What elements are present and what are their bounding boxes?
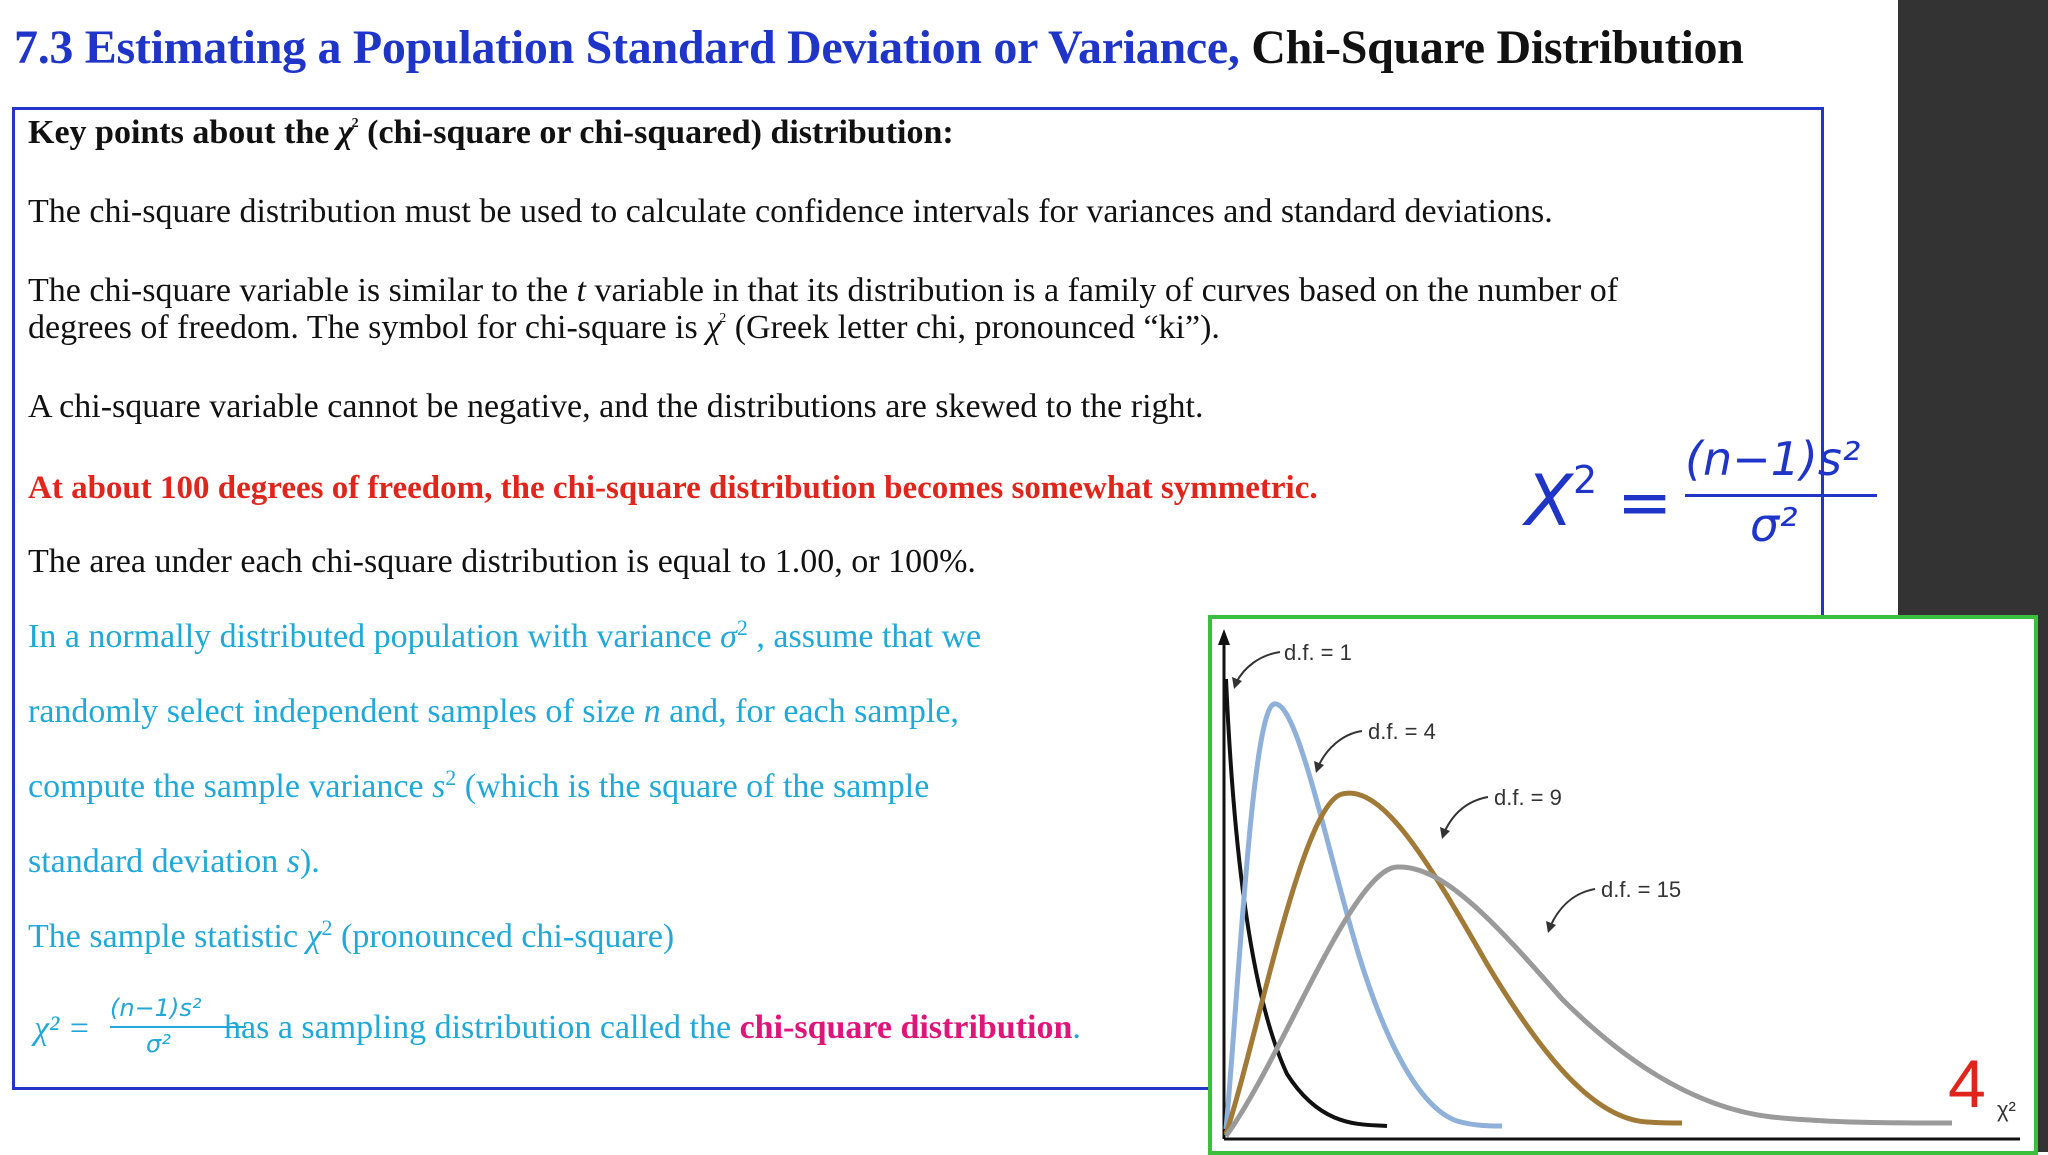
p2-pre: The chi-square variable is similar to th… <box>28 272 577 309</box>
cyan-line-1: In a normally distributed population wit… <box>28 615 982 656</box>
arrowhead-df-1 <box>1232 677 1242 689</box>
point-area: The area under each chi-square distribut… <box>28 543 976 580</box>
arrow-df-15 <box>1549 888 1596 928</box>
l5-post: (pronounced chi-square) <box>332 918 675 955</box>
label-df-9: d.f. = 9 <box>1494 785 1562 810</box>
arrowhead-df-15 <box>1546 921 1556 933</box>
l4-post: ). <box>299 843 320 880</box>
curve-df-1 <box>1224 678 1388 1128</box>
l1-post: , assume that we <box>747 618 982 655</box>
slide-title: 7.3 Estimating a Population Standard Dev… <box>14 20 1744 75</box>
big-numerator: (n−1)s² <box>1685 432 1861 486</box>
l6-end: . <box>1072 1009 1081 1046</box>
point-family-of-curves: The chi-square variable is similar to th… <box>28 272 1618 310</box>
arrowhead-df-9 <box>1440 827 1450 839</box>
l2-pre: randomly select independent samples of s… <box>28 693 644 730</box>
p2-post: variable in that its distribution is a f… <box>586 272 1619 309</box>
n-symbol: n <box>643 693 661 730</box>
y-axis <box>1218 629 1230 1139</box>
point-symmetric: At about 100 degrees of freedom, the chi… <box>28 470 1318 506</box>
s-superscript: 2 <box>445 765 457 790</box>
label-df-4: d.f. = 4 <box>1368 719 1436 744</box>
page-number: 4 <box>1948 1046 1986 1122</box>
fraction-bar <box>110 1026 246 1028</box>
s-symbol: s <box>286 843 300 880</box>
big-fraction-bar <box>1685 494 1877 497</box>
formula-lhs: χ² = <box>34 1010 91 1047</box>
p2b-pre: degrees of freedom. The symbol for chi-s… <box>28 309 707 346</box>
x-axis-label: χ² <box>1997 1097 2016 1122</box>
l2-post: and, for each sample, <box>660 693 959 730</box>
sigma-superscript: 2 <box>736 615 748 640</box>
sigma-symbol: σ <box>720 618 737 655</box>
t-variable: t <box>576 272 586 309</box>
arrowhead-df-4 <box>1314 761 1324 773</box>
slide: 7.3 Estimating a Population Standard Dev… <box>12 20 2038 1155</box>
big-equals: = <box>1617 464 1673 541</box>
title-black-part: Chi-Square Distribution <box>1251 21 1744 74</box>
cyan-line-2: randomly select independent samples of s… <box>28 693 959 731</box>
l1-pre: In a normally distributed population wit… <box>28 618 721 655</box>
chi-square-distribution-term: chi-square distribution <box>739 1009 1073 1046</box>
heading-post: (chi-square or chi-squared) distribution… <box>358 114 954 151</box>
key-points-heading: Key points about the χ2 (chi-square or c… <box>28 114 954 152</box>
point-symbol: degrees of freedom. The symbol for chi-s… <box>28 309 1220 347</box>
s-symbol: s <box>432 768 446 805</box>
formula-numerator: (n−1)s² <box>110 994 202 1022</box>
title-blue-part: 7.3 Estimating a Population Standard Dev… <box>14 21 1240 74</box>
cyan-line-5: The sample statistic χ2 (pronounced chi-… <box>28 915 675 956</box>
chart-frame <box>1208 615 2038 1155</box>
point-confidence-intervals: The chi-square distribution must be used… <box>28 193 1553 230</box>
p2b-post: (Greek letter chi, pronounced “ki”). <box>726 309 1220 346</box>
cyan-line-3: compute the sample variance s2 (which is… <box>28 765 930 806</box>
arrow-df-4 <box>1317 730 1363 768</box>
chi-symbol: χ <box>306 918 322 955</box>
chi-superscript: 2 <box>351 116 359 131</box>
big-chi: X <box>1525 460 1573 542</box>
chi-superscript: 2 <box>719 311 727 326</box>
point-not-negative: A chi-square variable cannot be negative… <box>28 388 1204 425</box>
formula-denominator: σ² <box>146 1030 171 1058</box>
label-df-1: d.f. = 1 <box>1284 640 1352 665</box>
heading-pre: Key points about the <box>28 114 338 151</box>
l4-pre: standard deviation <box>28 843 287 880</box>
l5-pre: The sample statistic <box>28 918 307 955</box>
l6-mid: has a sampling distribution called the <box>224 1009 740 1046</box>
big-denominator: σ² <box>1750 498 1798 552</box>
big-chi-superscript: 2 <box>1573 458 1598 502</box>
key-points-frame <box>12 107 1824 1090</box>
cyan-line-4: standard deviation s). <box>28 843 320 881</box>
l3-pre: compute the sample variance <box>28 768 433 805</box>
l3-post: (which is the square of the sample <box>456 768 930 805</box>
chi-symbol: χ <box>337 114 354 151</box>
cyan-line-6: has a sampling distribution called the c… <box>224 1009 1081 1047</box>
arrow-df-9 <box>1443 796 1489 834</box>
arrow-df-1 <box>1235 651 1281 684</box>
label-df-15: d.f. = 15 <box>1601 877 1681 902</box>
chi-square-chart: d.f. = 1 d.f. = 4 d.f. = 9 d.f. = 15 χ² <box>1218 629 2020 1141</box>
curve-df-15 <box>1223 864 1953 1138</box>
chi-superscript: 2 <box>321 915 333 940</box>
chi-symbol: χ <box>706 309 722 346</box>
